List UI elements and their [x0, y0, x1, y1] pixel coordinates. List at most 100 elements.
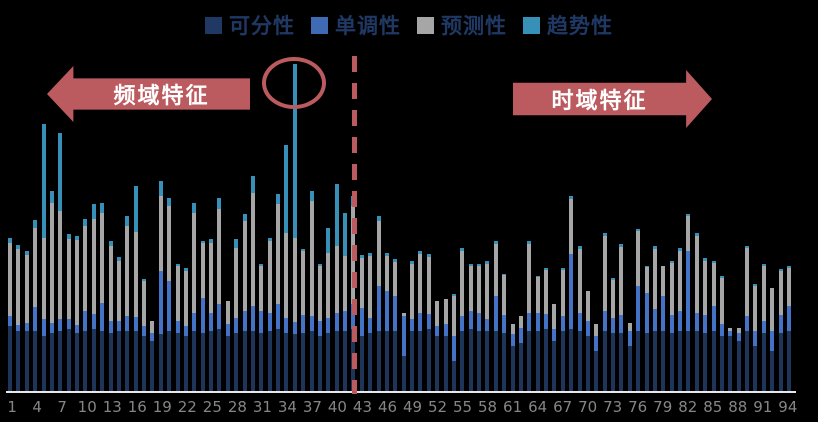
- x-tick-label: 88: [728, 398, 748, 416]
- bar-segment: [24, 251, 29, 255]
- x-tick-label: 40: [327, 398, 347, 416]
- bar-segment: [41, 336, 46, 391]
- bar: [585, 291, 590, 391]
- bar: [125, 216, 130, 391]
- bar-segment: [577, 246, 582, 249]
- bar-segment: [719, 276, 724, 278]
- bar-segment: [276, 329, 280, 391]
- x-tick-label: 94: [778, 398, 798, 416]
- bar-segment: [518, 343, 523, 391]
- bar-segment: [376, 216, 381, 221]
- bar-segment: [309, 331, 314, 391]
- bar-segment: [384, 291, 389, 331]
- bar-segment: [510, 334, 515, 346]
- bar-segment: [242, 214, 247, 221]
- bar-segment: [41, 238, 46, 319]
- bar-segment: [393, 296, 398, 331]
- bar-segment: [16, 245, 21, 249]
- legend-item-monotonicity: 单调性: [311, 10, 401, 40]
- bar-segment: [16, 249, 21, 325]
- bar: [58, 133, 63, 391]
- bar-segment: [451, 361, 456, 391]
- bar: [435, 301, 440, 391]
- bar-segment: [49, 323, 54, 333]
- bar-segment: [745, 248, 749, 316]
- bar-segment: [552, 341, 557, 391]
- legend-label: 可分性: [229, 14, 295, 38]
- bar-segment: [761, 266, 766, 321]
- bar-segment: [661, 296, 666, 331]
- bar-segment: [91, 329, 96, 391]
- bar: [33, 220, 38, 391]
- bar-segment: [477, 313, 481, 331]
- bar-segment: [753, 284, 758, 286]
- bar-segment: [418, 313, 423, 331]
- bar-segment: [167, 206, 172, 281]
- bar-segment: [577, 313, 582, 331]
- bar-segment: [393, 259, 398, 262]
- bar-segment: [116, 331, 121, 391]
- bar-segment: [560, 316, 565, 331]
- bar-segment: [686, 216, 691, 251]
- bar-segment: [192, 203, 197, 213]
- bar-segment: [728, 331, 733, 336]
- bar-segment: [493, 244, 498, 296]
- bar-segment: [108, 321, 113, 333]
- bar-segment: [611, 280, 615, 318]
- bar: [602, 233, 607, 391]
- bar-segment: [125, 331, 130, 391]
- bar: [91, 204, 96, 391]
- bar-segment: [602, 233, 607, 236]
- bar: [552, 304, 557, 391]
- bar-segment: [108, 246, 113, 321]
- bar-segment: [585, 291, 590, 321]
- bar-segment: [292, 334, 297, 391]
- bar: [719, 276, 724, 391]
- bar-segment: [83, 311, 88, 331]
- bar-segment: [142, 326, 146, 336]
- bar-segment: [343, 311, 347, 331]
- bar: [535, 276, 540, 391]
- bar: [16, 245, 21, 391]
- bar-segment: [276, 304, 280, 329]
- bar-segment: [108, 333, 113, 391]
- bar-segment: [301, 315, 306, 333]
- x-tick-label: 52: [427, 398, 448, 416]
- bar: [158, 181, 163, 391]
- bar-segment: [636, 229, 641, 231]
- bar: [100, 203, 105, 391]
- bar-segment: [158, 334, 163, 391]
- bar-segment: [8, 243, 12, 316]
- bar-segment: [401, 316, 406, 356]
- bar-segment: [485, 319, 490, 331]
- bar-segment: [644, 266, 649, 267]
- bar-segment: [41, 319, 46, 336]
- x-tick-label: 28: [227, 398, 247, 416]
- bar: [142, 279, 146, 391]
- bar: [108, 241, 113, 391]
- bar-segment: [158, 196, 163, 271]
- bar-segment: [502, 315, 507, 333]
- x-tick-label: 79: [653, 398, 673, 416]
- bar-segment: [678, 331, 682, 391]
- bar-segment: [410, 319, 414, 331]
- bar: [661, 266, 666, 391]
- bar: [326, 228, 331, 391]
- bar-segment: [569, 196, 574, 199]
- x-tick-label: 91: [753, 398, 773, 416]
- bar-segment: [627, 323, 632, 331]
- bar-segment: [719, 336, 724, 391]
- bar-segment: [225, 336, 230, 391]
- x-tick-label: 37: [302, 398, 322, 416]
- bar-segment: [259, 266, 264, 311]
- x-tick-label: 16: [127, 398, 147, 416]
- x-axis-tick-labels: 1 4 7 10 13 16 19 22 25 28 31 34 37 40 43 46 49 52 55 58 61 6…: [7, 398, 797, 418]
- bar-segment: [343, 256, 347, 311]
- legend-item-separability: 可分性: [205, 10, 295, 40]
- bar-segment: [694, 331, 699, 391]
- bar-segment: [418, 331, 423, 391]
- bar-segment: [753, 346, 758, 391]
- bar-segment: [133, 186, 138, 232]
- predictability-swatch-icon: [417, 16, 434, 34]
- bar-segment: [183, 336, 188, 391]
